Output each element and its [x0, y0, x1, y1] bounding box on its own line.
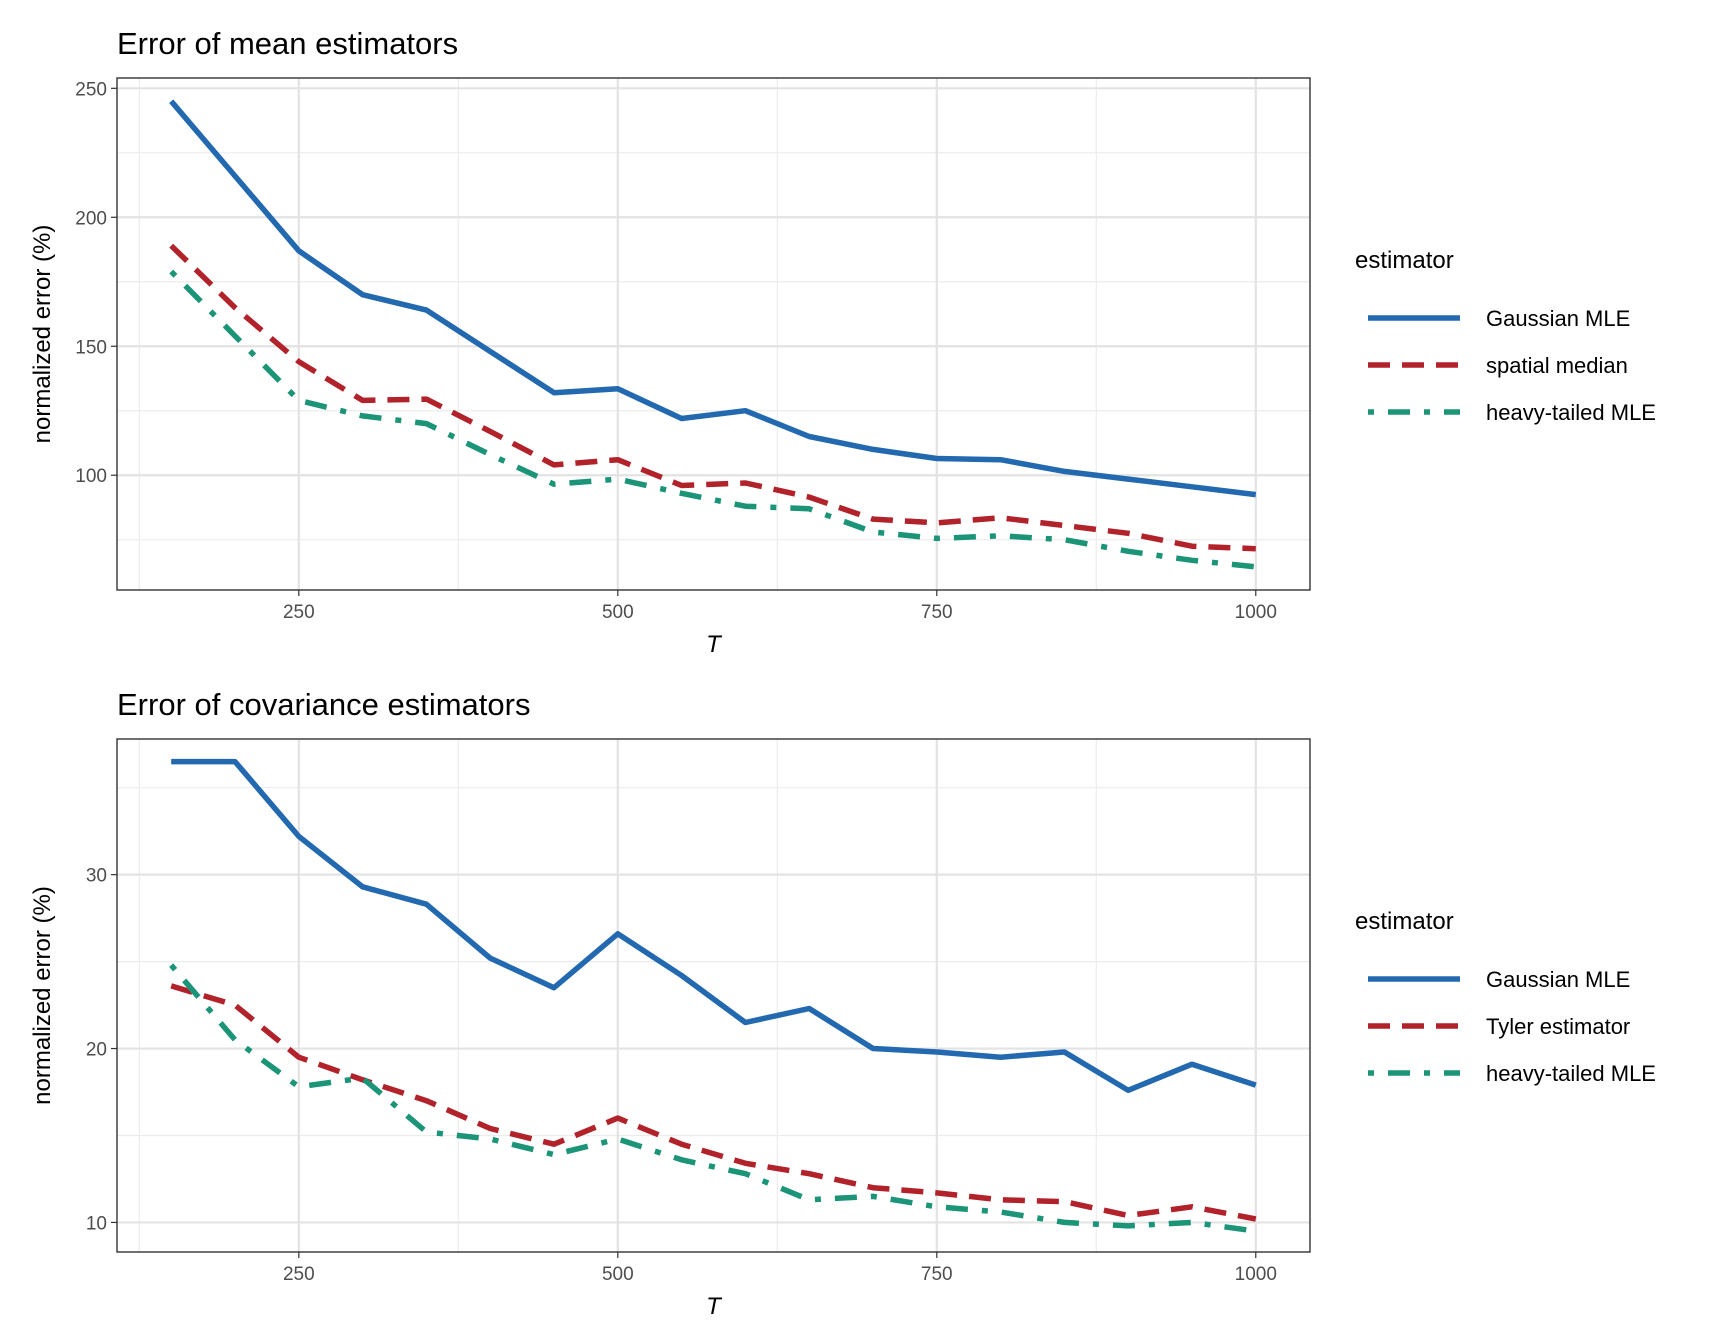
y-tick-label: 20: [86, 1040, 107, 1061]
legend-title: estimator: [1355, 247, 1454, 274]
series-line-gaussian-mle: [169, 99, 1257, 498]
y-tick-label: 30: [86, 866, 107, 887]
plot-border: [116, 738, 1311, 1253]
legend: estimator Gaussian MLE spatial median heavy…: [1355, 247, 1656, 425]
series-line-gaussian-mle: [171, 758, 1257, 1094]
chart-panel-0: Error of mean estimators 250 500 750 1000 100…: [29, 26, 1656, 658]
x-tick-label: 250: [283, 602, 315, 623]
legend-label: heavy-tailed MLE: [1486, 400, 1656, 425]
series-line-tyler-estimator: [170, 983, 1257, 1222]
legend-label: spatial median: [1486, 353, 1628, 378]
chart-panel-1: Error of covariance estimators 250 500 750 1…: [29, 687, 1656, 1320]
x-axis-label: T: [706, 1293, 723, 1320]
legend-label: Tyler estimator: [1486, 1014, 1630, 1039]
x-axis-label: T: [706, 631, 723, 658]
x-tick-label: 250: [283, 1264, 315, 1285]
y-tick-label: 200: [75, 208, 107, 229]
legend-label: Gaussian MLE: [1486, 306, 1630, 331]
y-axis-label: normalized error (%): [29, 886, 56, 1105]
y-tick-label: 100: [75, 466, 107, 487]
x-tick-label: 1000: [1235, 1264, 1277, 1285]
legend-label: Gaussian MLE: [1486, 967, 1630, 992]
y-axis-label: normalized error (%): [29, 225, 56, 444]
legend-title: estimator: [1355, 908, 1454, 935]
plot-background: [117, 78, 1310, 590]
legend: estimator Gaussian MLE Tyler estimator heav…: [1355, 908, 1656, 1086]
plot-background: [117, 739, 1310, 1252]
x-tick-label: 1000: [1235, 602, 1277, 623]
chart-title: Error of mean estimators: [117, 26, 458, 61]
series-line-heavy-tailed-mle: [169, 269, 1257, 570]
plot-border: [116, 77, 1311, 591]
series-line-heavy-tailed-mle: [169, 963, 1257, 1234]
y-tick-label: 250: [75, 79, 107, 100]
x-tick-label: 750: [921, 602, 953, 623]
chart-title: Error of covariance estimators: [117, 687, 530, 722]
legend-label: heavy-tailed MLE: [1486, 1061, 1656, 1086]
y-tick-label: 150: [75, 337, 107, 358]
series-line-spatial-median: [169, 243, 1256, 552]
x-tick-label: 500: [602, 602, 634, 623]
x-tick-label: 750: [921, 1264, 953, 1285]
x-tick-label: 500: [602, 1264, 634, 1285]
y-tick-label: 10: [86, 1213, 107, 1234]
